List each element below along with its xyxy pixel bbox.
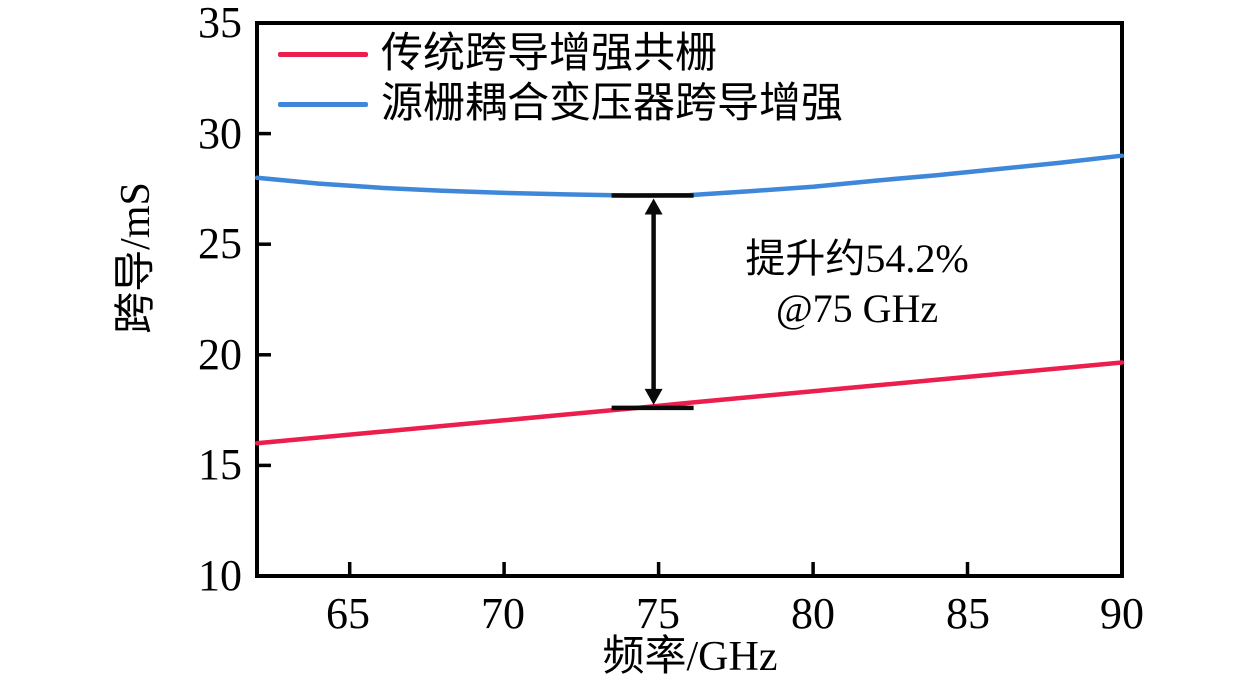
legend-item-traditional: 传统跨导增强共栅 bbox=[278, 29, 843, 79]
arrow-head-down-icon bbox=[644, 388, 663, 405]
legend: 传统跨导增强共栅 源栅耦合变压器跨导增强 bbox=[278, 29, 843, 129]
legend-line-blue-icon bbox=[278, 101, 368, 107]
legend-line-red-icon bbox=[278, 51, 368, 57]
annotation-line2: @75 GHz bbox=[775, 286, 939, 331]
y-tick-label-20: 20 bbox=[198, 330, 242, 379]
plot-border bbox=[255, 21, 1124, 578]
improvement-arrow bbox=[611, 193, 694, 411]
x-tick-label-70: 70 bbox=[481, 589, 525, 638]
axis-ticks bbox=[257, 21, 1124, 578]
legend-label-traditional: 传统跨导增强共栅 bbox=[381, 31, 718, 77]
annotation-line1: 提升约54.2% bbox=[745, 236, 969, 281]
y-tick-label-30: 30 bbox=[198, 109, 242, 158]
legend-label-transformer: 源栅耦合变压器跨导增强 bbox=[381, 81, 844, 127]
y-tick-label-25: 25 bbox=[198, 219, 242, 268]
y-tick-label-15: 15 bbox=[198, 440, 242, 489]
x-tick-label-80: 80 bbox=[791, 589, 835, 638]
legend-item-transformer: 源栅耦合变压器跨导增强 bbox=[278, 79, 843, 129]
y-axis-label: 跨导/mS bbox=[113, 182, 159, 334]
x-tick-label-90: 90 bbox=[1100, 589, 1144, 638]
y-tick-label-35: 35 bbox=[198, 0, 242, 47]
y-tick-label-10: 10 bbox=[198, 551, 242, 600]
x-tick-label-85: 85 bbox=[946, 589, 990, 638]
blue-line-transformer-gm-boost bbox=[254, 153, 1125, 198]
red-line-traditional-gm-boost bbox=[254, 360, 1125, 446]
x-tick-label-75: 75 bbox=[636, 589, 680, 638]
arrow-head-up-icon bbox=[644, 198, 663, 215]
x-tick-label-65: 65 bbox=[326, 589, 370, 638]
x-axis-label: 频率/GHz bbox=[602, 634, 778, 680]
improvement-annotation: 提升约54.2% @75 GHz bbox=[726, 234, 988, 334]
